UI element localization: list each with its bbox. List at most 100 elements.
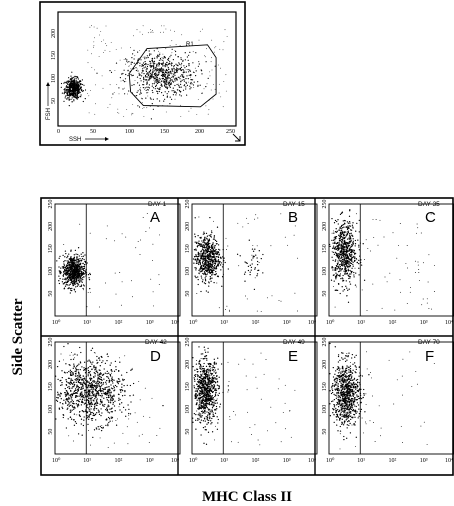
panel-a-dot (66, 266, 69, 269)
gate-dot (173, 74, 175, 76)
panel-c-dot (349, 242, 351, 244)
panel-c-dot (351, 267, 353, 269)
panel-e-dot (206, 382, 208, 384)
panel-a-dot (85, 272, 87, 274)
gate-dot (169, 56, 171, 58)
gate-x-tick-5: 250 (226, 129, 235, 135)
panel-c-dot (338, 257, 340, 259)
panel-c-dot (398, 244, 400, 246)
panel-b-dot (226, 305, 228, 307)
panel-b-dot (206, 259, 208, 262)
panel-d-dot (84, 369, 87, 371)
gate-dot (105, 43, 106, 44)
panel-c-dot (339, 247, 341, 249)
panel-a-dot (83, 265, 86, 268)
panel-c-dot (358, 246, 360, 248)
panel-d-dot (99, 394, 102, 397)
panel-c-dot (342, 242, 344, 244)
panel-c-dot (343, 235, 345, 237)
gate-dot (169, 72, 171, 74)
gate-dot (156, 57, 158, 59)
panel-d-dot (109, 364, 111, 366)
panel-c-dot (418, 272, 420, 273)
panel-b-dot (244, 280, 246, 282)
panel-b-dot (251, 259, 253, 261)
panel-d-dot (86, 381, 88, 383)
panel-d-dot (90, 404, 92, 406)
panel-a-dot (63, 282, 65, 285)
panel-e-dot (202, 398, 205, 400)
gate-dot (178, 63, 181, 65)
panel-b-dot (216, 282, 218, 284)
panel-d-dot (62, 403, 64, 405)
panel-b-dot (245, 262, 247, 264)
panel-c-dot (335, 278, 337, 280)
panel-b-dot (208, 285, 210, 287)
panel-d-dot (107, 376, 109, 378)
panel-a-dot (71, 283, 74, 285)
gate-dot (174, 69, 176, 71)
panel-c-dot (332, 230, 334, 232)
panel-d-dot (85, 400, 88, 402)
panel-c-dot (399, 223, 401, 224)
gate-dot (172, 80, 174, 82)
panel-d-dot (118, 393, 120, 396)
panel-d-dot (109, 389, 111, 391)
panel-d-dot (78, 404, 80, 406)
gate-dot (73, 85, 75, 87)
panel-c-dot (335, 289, 337, 291)
gate-dot (109, 51, 111, 52)
gate-dot (143, 73, 145, 75)
gate-dot (161, 80, 163, 82)
panel-b-dot (203, 231, 205, 233)
panel-d-dot (121, 386, 123, 388)
panel-d-dot (97, 379, 99, 381)
panel-a-dot (158, 274, 160, 276)
panel-a-dot (78, 281, 81, 283)
panel-b-dot (225, 249, 227, 250)
panel-d-dot (107, 377, 110, 379)
panel-d-dot (97, 380, 99, 383)
panel-d-dot (63, 371, 66, 373)
gate-dot (77, 78, 79, 80)
panel-a-dot (82, 255, 84, 258)
panel-d-dot (80, 423, 82, 425)
panel-d-dot (76, 375, 79, 377)
panel-b-dot (211, 270, 213, 272)
gate-dot (179, 89, 181, 92)
panel-b-dot (210, 277, 212, 279)
panel-a-dot (83, 276, 85, 278)
panel-a-dot (75, 267, 78, 269)
gate-dot (113, 92, 115, 93)
gate-dot (145, 63, 147, 65)
panel-d-dot (108, 386, 110, 388)
panel-d-x-tick: 10⁰ (52, 457, 61, 464)
panel-c-dot (347, 289, 349, 291)
panel-d-dot (65, 402, 67, 404)
gate-dot (137, 82, 138, 84)
panel-d-dot (107, 388, 109, 391)
panel-b-dot (213, 281, 215, 284)
panel-c-dot (353, 271, 355, 274)
panel-a-dot (77, 269, 79, 272)
gate-dot (148, 54, 151, 56)
panel-e-dot (220, 363, 223, 365)
gate-dot (147, 56, 149, 59)
panel-d-dot (119, 409, 121, 411)
panel-d-dot (93, 409, 95, 411)
panel-d-dot (100, 426, 103, 429)
panel-d-dot (66, 404, 69, 406)
gate-dot (192, 71, 195, 73)
gate-dot (173, 66, 175, 68)
gate-dot (158, 90, 160, 93)
panel-b-dot (200, 251, 202, 253)
panel-c-dot (357, 239, 359, 241)
panel-d-dot (90, 382, 93, 384)
gate-dot (132, 53, 134, 55)
panel-e-dot (211, 409, 213, 411)
gate-dot (155, 85, 157, 87)
panel-d-dot (127, 443, 129, 445)
panel-d-dot (76, 392, 78, 394)
panel-d-dot (88, 381, 90, 383)
gate-dot (165, 69, 167, 72)
